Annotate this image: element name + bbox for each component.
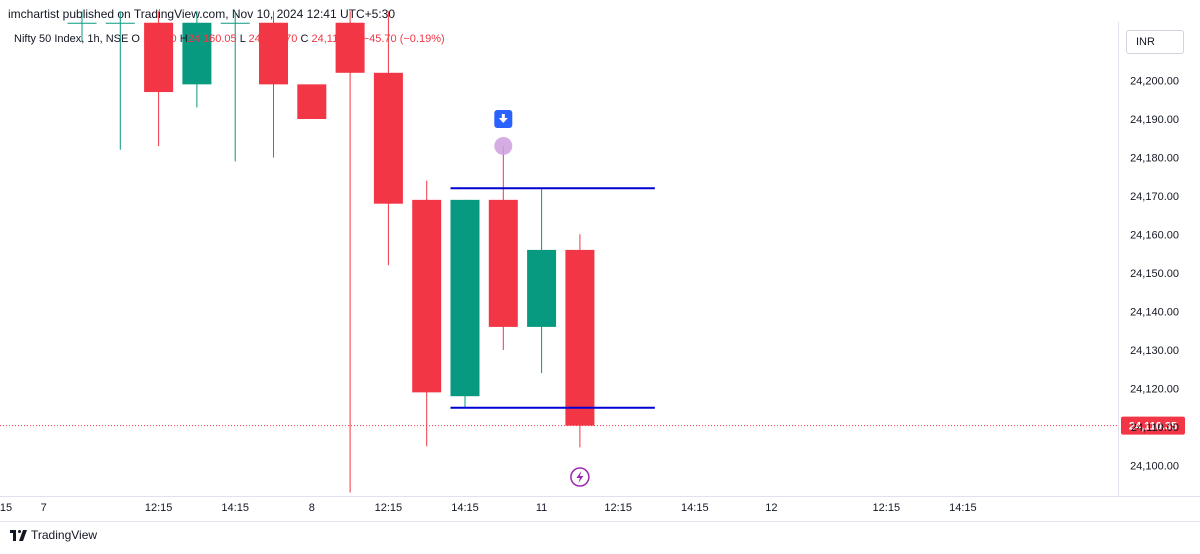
time-tick-label: 12:15: [604, 502, 632, 514]
currency-button[interactable]: INR: [1126, 30, 1184, 54]
low-label: L: [239, 33, 246, 45]
price-tick-label: 24,200.00: [1130, 76, 1179, 88]
price-tick-label: 24,180.00: [1130, 153, 1179, 165]
time-tick-label: 11: [536, 502, 547, 514]
arrow-down-icon: [498, 114, 508, 123]
candle-body-bull: [450, 199, 480, 397]
tradingview-brand: TradingView: [31, 528, 98, 542]
tradingview-logo-icon: [10, 529, 28, 541]
candle-body-bear: [259, 22, 288, 85]
open-label: O: [131, 33, 140, 45]
time-tick-label: 8: [309, 502, 315, 514]
price-tick-label: 24,100.00: [1130, 461, 1179, 473]
time-tick-label: 7: [41, 502, 47, 514]
change-value: −45.70 (−0.19%): [362, 33, 445, 45]
currency-label: INR: [1136, 36, 1155, 48]
high-value: 24,160.05: [187, 33, 237, 45]
time-tick-label: 12:15: [145, 502, 173, 514]
candle-body-bear: [144, 22, 174, 93]
symbol-name: Nifty 50 Index, 1h, NSE: [14, 33, 129, 45]
price-tick-label: 24,190.00: [1130, 114, 1179, 126]
time-tick-label: 14:15: [681, 502, 709, 514]
candle-body-bull: [182, 22, 212, 85]
time-tick-label: 14:15: [949, 502, 977, 514]
candle-body-bear: [412, 199, 442, 393]
time-tick-label: 14:15: [221, 502, 249, 514]
overlays: [0, 110, 1118, 487]
time-axis[interactable]: 15 7 12:15 14:15 8 12:15 14:15 11 12:15 14:15 12 12…: [0, 502, 977, 514]
symbol-legend: Nifty 50 Index, 1h, NSE O 156.00 H24,160…: [14, 33, 445, 45]
price-tick-label: 24,110.00: [1131, 422, 1179, 434]
publisher-line: imchartist published on TradingView.com,…: [8, 7, 395, 21]
candle-body-bear: [488, 199, 518, 327]
price-tick-label: 24,120.00: [1130, 384, 1179, 396]
candle-body-bear: [297, 84, 327, 119]
candle-body-bull: [527, 249, 557, 327]
price-tick-label: 24,160.00: [1130, 230, 1179, 242]
candle-body-bear: [335, 22, 365, 73]
price-axis[interactable]: 24,110.35 24,100.00 24,110.00 24,120.00 24,1…: [1121, 76, 1185, 473]
close-value: 24,110.35: [311, 33, 360, 45]
low-value: 24,104.70: [248, 33, 298, 45]
price-tick-label: 24,130.00: [1130, 345, 1179, 357]
price-tick-label: 24,140.00: [1130, 307, 1179, 319]
price-tick-label: 24,150.00: [1130, 268, 1179, 280]
price-tick-label: 24,170.00: [1130, 191, 1179, 203]
candle-body-bull: [67, 22, 97, 24]
time-tick-label: 12:15: [873, 502, 901, 514]
candle-body-bull: [220, 22, 250, 24]
lightning-bolt: [576, 471, 584, 484]
candle-group: [67, 11, 595, 493]
open-value: 156.00: [143, 33, 177, 45]
time-tick-label: 12: [765, 502, 777, 514]
tradingview-logo[interactable]: TradingView: [10, 528, 97, 542]
candles: [67, 11, 595, 493]
candle-body-bull: [105, 22, 135, 24]
high-label: H: [179, 33, 188, 45]
time-tick-label: 12:15: [375, 502, 403, 514]
candle-body-bear: [373, 72, 403, 204]
last-price-label: 24,110.35: [1129, 421, 1177, 433]
candle-body-bear: [565, 249, 595, 426]
close-label: C: [300, 33, 309, 45]
time-tick-label: 15: [0, 502, 12, 514]
time-tick-label: 14:15: [451, 502, 479, 514]
chart-plot-area: [0, 22, 1200, 522]
marker-circle: [494, 136, 513, 155]
last-price-label-bg: [1121, 416, 1185, 435]
